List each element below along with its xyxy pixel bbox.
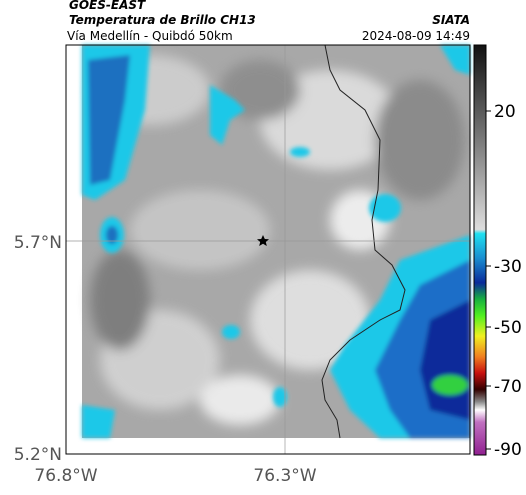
lat-label: 5.7°N — [14, 233, 62, 253]
colorbar-tick-label: -50 — [494, 318, 522, 338]
org: SIATA — [432, 13, 470, 27]
lat-label: 5.2°N — [14, 445, 62, 465]
colorbar-tick-label: -30 — [494, 257, 522, 277]
datetime: 2024-08-09 14:49 — [362, 29, 470, 43]
colorbar-tick-label: -70 — [494, 377, 522, 397]
colorbar-tick-label: 20 — [494, 102, 516, 122]
subtitle: Temperatura de Brillo CH13 — [69, 13, 256, 27]
colorbar-tick-label: -90 — [494, 440, 522, 460]
colorbar-ticks: 20 -30 -50 -70 -90 — [486, 102, 522, 460]
route: Vía Medellín - Quibdó 50km — [67, 29, 233, 43]
map — [65, 44, 471, 455]
colorbar — [473, 44, 487, 456]
title: GOES-EAST — [69, 0, 146, 12]
lon-label: 76.3°W — [253, 466, 316, 486]
lon-label: 76.8°W — [34, 466, 97, 486]
